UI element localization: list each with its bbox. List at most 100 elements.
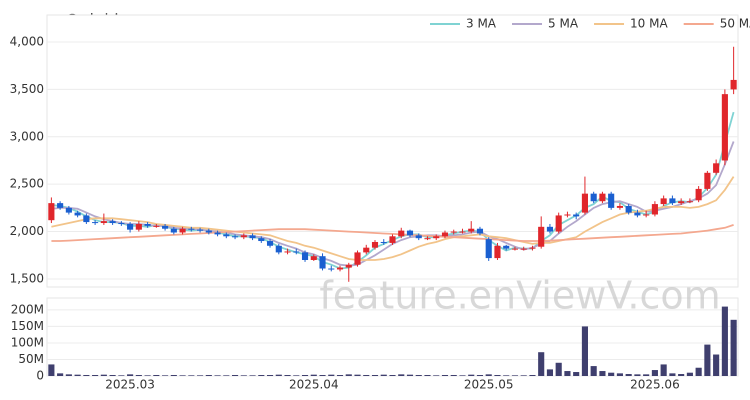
candle-body [730,79,737,90]
volume-bar [179,375,186,376]
volume-bar [249,375,256,376]
candle-body [538,226,545,247]
candle-body [231,236,239,238]
volume-bar [625,374,632,376]
candle-body [406,230,414,236]
candle-body [328,268,335,270]
candle-body [293,251,300,253]
volume-bar [590,366,597,376]
volume-bar [284,375,291,376]
volume-bar [319,375,326,376]
candle-body [345,264,352,268]
candle-body [319,256,326,269]
volume-bar [503,375,510,376]
candle-body [599,193,606,202]
volume-bar [214,375,221,376]
candle-body [468,228,475,232]
candle-body [57,203,64,208]
candle-body [704,172,711,189]
candle-body [205,230,212,233]
candle-body [354,252,361,265]
candle-body [625,205,632,213]
candle-body [581,193,588,213]
volume-bar [494,375,501,376]
volume-bar [240,375,247,376]
candle-body [170,228,177,233]
y-tick-label: 2,500 [10,177,44,191]
volume-bar [336,375,344,376]
volume-bar [266,375,274,376]
candle-body [424,238,431,240]
candle-body [450,231,457,233]
candle-body [713,163,720,173]
candle-body [503,245,510,249]
volume-bar [424,375,431,376]
candle-body [660,198,667,205]
volume-bar [616,373,623,376]
candle-body [573,214,580,217]
volume-bar [450,375,457,376]
candle-body [197,229,204,231]
volume-bar [441,375,449,376]
volume-bar [406,374,414,376]
y-tick-label: 200M [11,302,44,316]
volume-bar [100,374,107,376]
candle-body [634,212,641,216]
legend-label: 10 MA [630,17,668,31]
candle-body [179,228,186,233]
candle-body [608,193,615,208]
x-tick-label: 2025.05 [464,378,514,392]
candle-body [590,193,597,202]
volume-bar [511,375,519,376]
candle-body [100,221,107,224]
volume-bar [380,374,387,376]
candle-body [476,228,484,234]
candle-body [415,235,422,239]
y-tick-label: 50M [18,352,44,366]
volume-bar [476,375,484,376]
volume-bar [669,373,676,376]
volume-bar [713,354,720,376]
candle-body [310,256,317,260]
volume-bar [433,375,440,376]
volume-bar [415,375,422,376]
candle-body [686,201,693,203]
candle-body [48,203,55,221]
y-tick-label: 3,000 [10,129,44,143]
candle-body [83,215,90,223]
volume-bar [197,375,204,376]
candle-body [643,214,650,216]
candle-body [616,205,623,208]
volume-bar [678,374,685,376]
volume-bar [485,374,492,376]
candle-body [695,188,702,201]
candle-body [363,247,370,253]
volume-bar [529,375,536,376]
legend-label: 50 MA [720,17,750,31]
volume-bar [127,374,134,376]
volume-bar [721,306,728,376]
candle-body [678,201,685,204]
candle-body [555,215,562,232]
volume-bar [109,375,116,376]
volume-bar [459,375,466,376]
volume-bar [74,374,81,376]
candle-body [380,241,387,243]
candle-body [494,245,501,259]
volume-bar [660,364,667,376]
y-tick-label: 2,000 [10,224,44,238]
volume-bar [345,374,352,376]
volume-bar [83,375,90,376]
candle-body [153,225,160,227]
volume-bar [223,375,230,376]
x-tick-label: 2025.03 [105,378,155,392]
y-tick-label: 4,000 [10,35,44,49]
volume-bar [231,375,239,376]
candle-body [459,231,466,233]
volume-bar [170,375,177,376]
volume-panel [46,297,739,377]
volume-bar [118,375,125,376]
volume-bar [57,373,64,376]
candle-body [135,223,142,230]
volume-bar [162,375,169,376]
